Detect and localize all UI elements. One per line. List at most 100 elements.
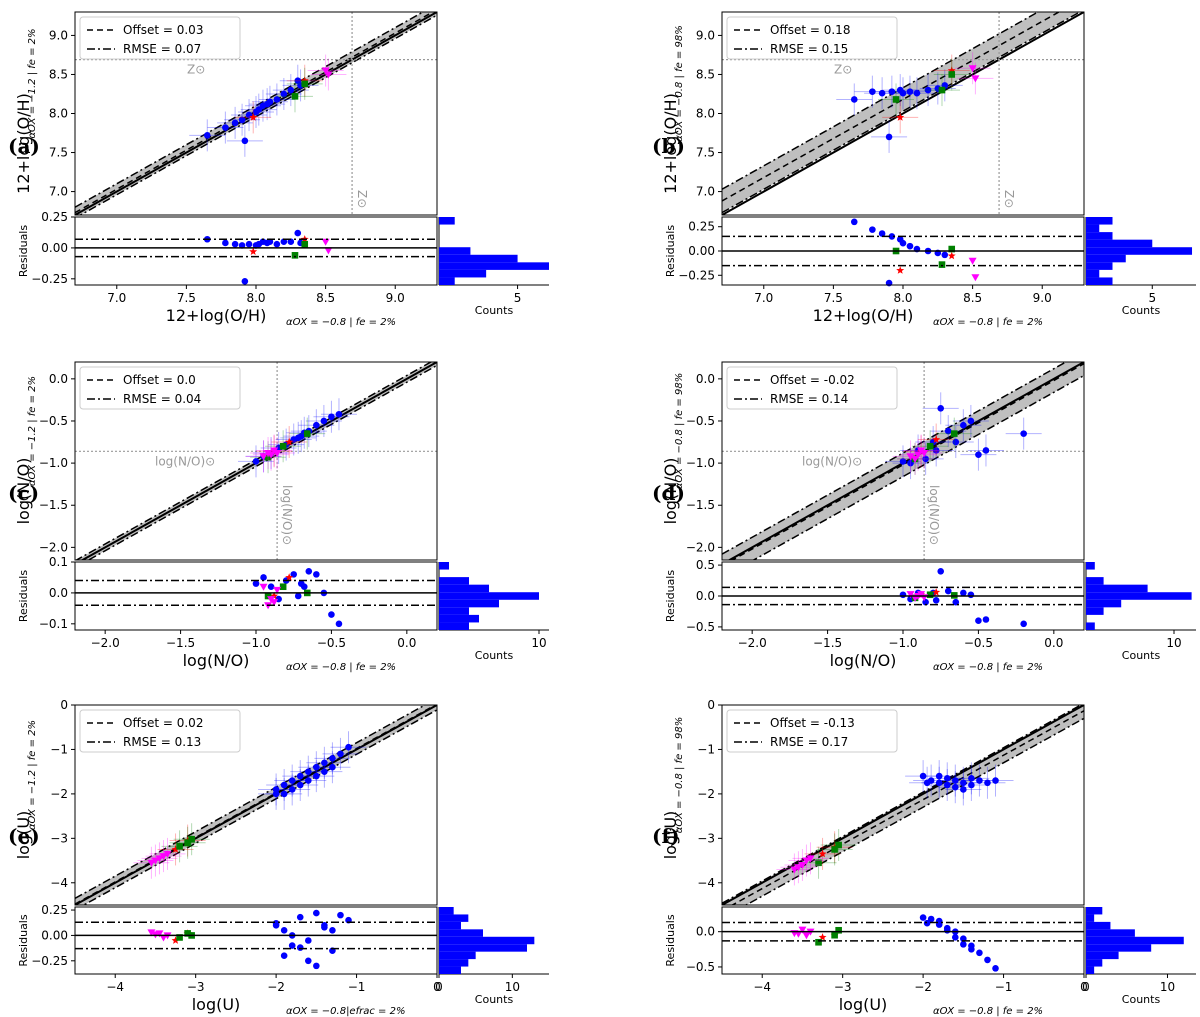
residual-point-red (947, 251, 956, 260)
x-axis-label: log(N/O) (183, 651, 250, 670)
xtick-label: −4 (753, 980, 771, 994)
resid-ytick-label: 0.25 (688, 220, 715, 234)
residual-point-blue (238, 242, 246, 249)
data-point-green (301, 80, 309, 88)
residual-point-blue (943, 926, 951, 934)
ytick-label: 7.5 (696, 146, 715, 160)
data-point-blue (321, 759, 328, 767)
hist-xtick-label: 5 (514, 291, 522, 305)
data-point-magenta (794, 864, 803, 872)
residual-point-blue (294, 592, 302, 600)
hist-bar (439, 254, 518, 263)
xtick-label: 7.0 (107, 291, 126, 305)
resid-ytick-label: 0.00 (688, 244, 715, 258)
rmse-lower-line (87, 364, 437, 560)
resid-ytick-label: −0.25 (31, 272, 68, 286)
residual-point-blue (329, 927, 336, 934)
data-point-blue (960, 421, 967, 429)
residual-point-blue (321, 924, 328, 931)
panel-label-c: (c) (8, 481, 39, 505)
legend-rmse-label: RMSE = 0.17 (770, 735, 848, 749)
residual-point-blue (290, 571, 298, 578)
data-point-red (249, 113, 258, 121)
xtick-label: 7.0 (754, 291, 773, 305)
resid-ytick-label: −0.25 (31, 954, 68, 968)
data-point-blue (280, 781, 288, 789)
residual-point-blue (296, 944, 304, 951)
legend-box (726, 366, 898, 410)
residual-point-blue (252, 580, 260, 587)
legend: Offset = -0.02 RMSE = 0.14 (726, 366, 898, 410)
ytick-label: −1 (50, 742, 68, 756)
solar-ref-label-y: log(N/O)⊙ (280, 485, 294, 545)
data-point-blue (280, 790, 288, 798)
data-point-blue (321, 768, 328, 775)
main-plot-area (722, 12, 1084, 215)
residual-point-blue (288, 942, 296, 949)
ytick-label: −0.5 (39, 414, 68, 428)
data-point-blue (943, 775, 951, 782)
data-point-blue (976, 777, 983, 784)
data-point-blue (922, 455, 929, 463)
legend: Offset = 0.0 RMSE = 0.04 (79, 366, 241, 410)
legend-offset-label: Offset = -0.02 (770, 373, 855, 387)
data-point-magenta (920, 449, 929, 457)
residual-point-blue (899, 591, 907, 599)
hist-bar (439, 277, 455, 285)
offset-line (75, 12, 435, 214)
ytick-label: 0 (60, 698, 68, 712)
residual-point-blue (984, 956, 991, 964)
y-axis-label-subscript: αOX = −0.8 | fe = 98% (674, 25, 685, 141)
rmse-upper-line (722, 362, 1068, 555)
residual-point-green (264, 592, 272, 600)
residual-point-blue (231, 240, 239, 248)
main-axes-frame (74, 704, 438, 906)
hist-bar (439, 607, 469, 615)
residual-point-green (835, 926, 842, 934)
residual-point-blue (222, 239, 229, 247)
residual-point-magenta (259, 583, 268, 591)
data-point-red (818, 849, 827, 858)
panel-a: Z⊙ Z⊙ 7.0 7.5 8.0 8.5 9.0 7.0 7.5 8.0 8.5 9.0 −0.25 0… (14, 11, 549, 328)
ytick-label: −2.0 (39, 540, 68, 554)
residual-point-green (279, 583, 287, 591)
panel-b: Z⊙ Z⊙ 7.0 7.5 8.0 8.5 9.0 7.0 7.5 8.0 8.5 9.0 −0.25 0… (661, 11, 1196, 328)
ytick-label: −1 (697, 742, 715, 756)
data-point-blue (328, 413, 335, 421)
residual-point-red (270, 591, 279, 600)
data-point-blue (850, 96, 858, 103)
panel-label-a: (a) (8, 134, 40, 158)
residual-point-green (815, 938, 822, 946)
data-point-blue (951, 777, 959, 784)
residual-point-magenta (968, 257, 977, 265)
x-axis-label: log(N/O) (830, 651, 897, 670)
one-to-one-line (722, 12, 1084, 215)
residual-axis-label: Residuals (17, 225, 30, 277)
panel-e: −4 −3 −2 −1 0 −4 −3 −2 −1 0 −0.25 0.00 0.25 Residuals… (14, 698, 549, 1017)
x-axis-label: log(U) (839, 995, 888, 1014)
residual-point-magenta (155, 930, 164, 938)
main-axes-frame (721, 704, 1085, 906)
panel-label-d: (d) (652, 481, 685, 505)
ytick-label: −1.5 (39, 498, 68, 512)
data-point-green (303, 430, 311, 437)
x-axis-label: log(U) (192, 995, 241, 1014)
xtick-label: 8.5 (316, 291, 335, 305)
data-point-red (285, 437, 294, 446)
data-point-blue (937, 405, 945, 412)
residual-point-magenta (906, 591, 915, 599)
data-point-magenta (798, 862, 807, 869)
data-point-blue (984, 779, 991, 787)
resid-ytick-label: −0.5 (686, 960, 715, 974)
hist-axis-label: Counts (1122, 649, 1161, 662)
residual-axis-label: Residuals (17, 570, 30, 622)
data-point-blue (304, 768, 312, 775)
hist-xtick-label: 10 (531, 636, 546, 650)
residual-point-red (932, 588, 941, 596)
residual-point-red (818, 933, 827, 941)
hist-bar (1086, 269, 1100, 278)
xtick-label: 7.5 (177, 291, 196, 305)
data-point-blue (313, 772, 320, 780)
resid-ytick-label: 0.5 (696, 558, 715, 572)
residual-point-magenta (324, 247, 333, 255)
